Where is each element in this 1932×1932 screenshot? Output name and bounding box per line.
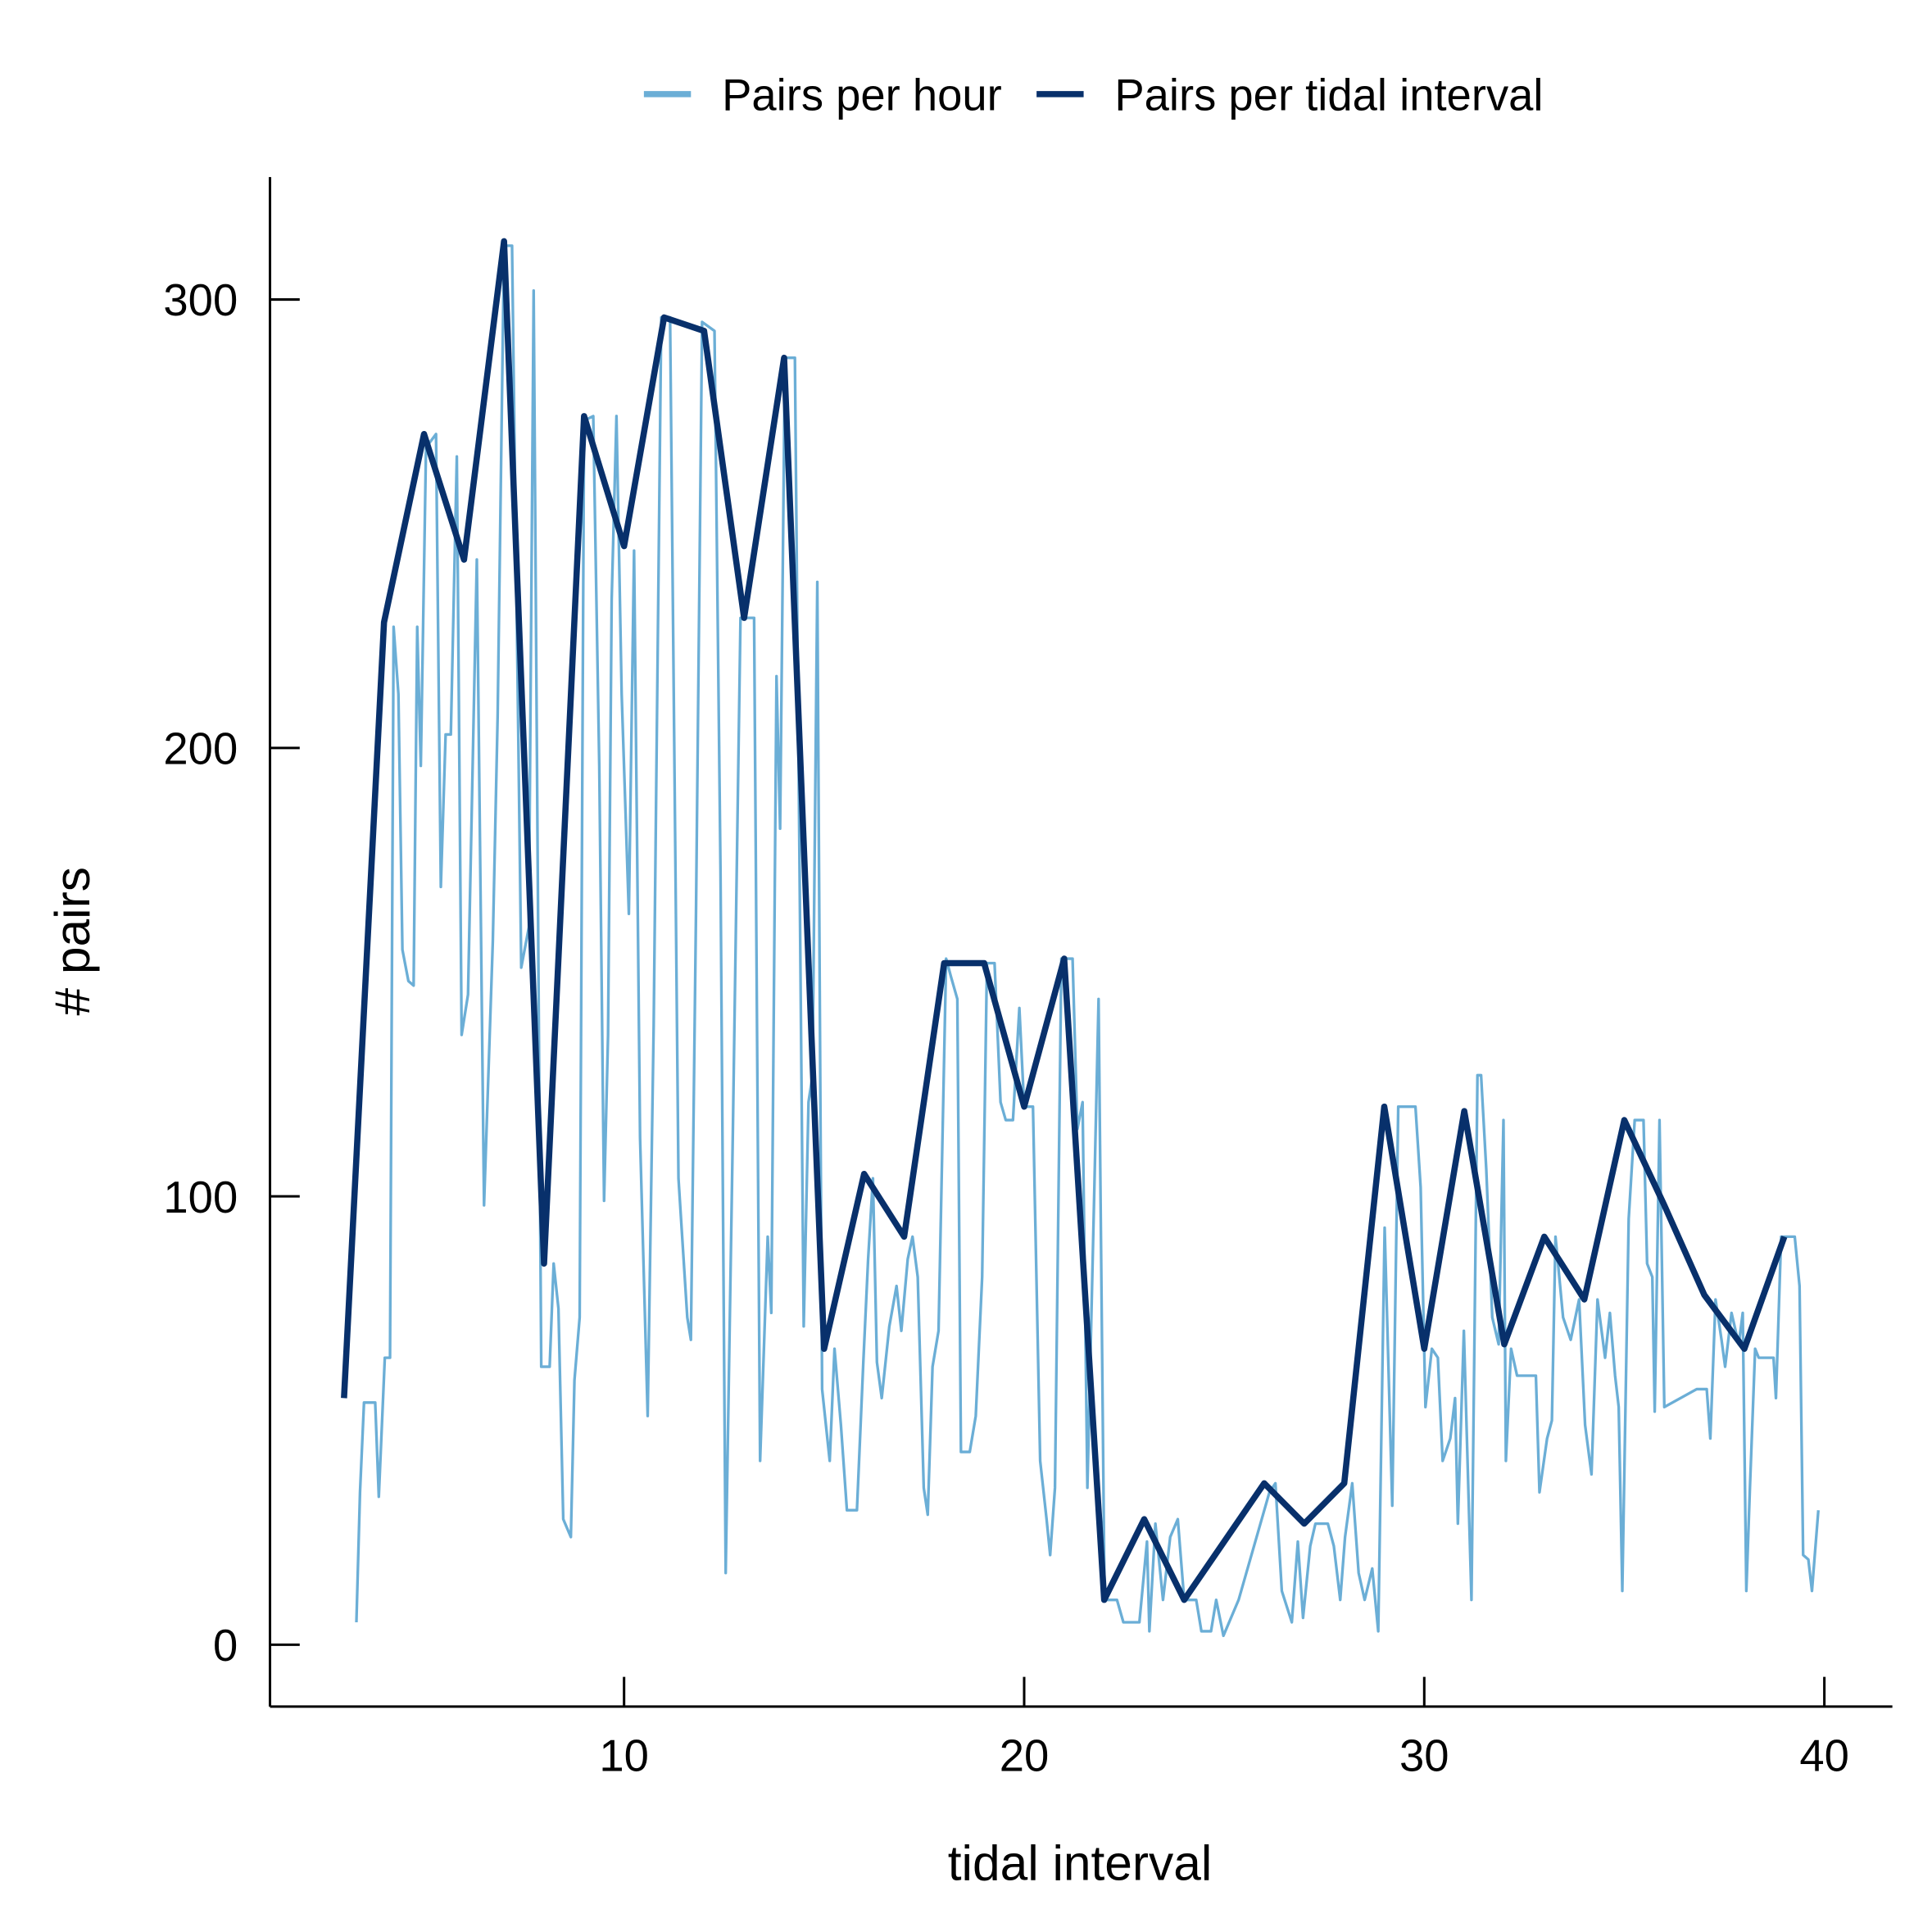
legend-label: Pairs per hour [722, 70, 1002, 120]
x-tick-label: 30 [1399, 1731, 1449, 1781]
series-line [341, 238, 1788, 1603]
legend: Pairs per hour Pairs per tidal interval [643, 70, 1544, 120]
y-tick-label: 0 [213, 1621, 238, 1671]
y-tick-label: 300 [163, 275, 238, 325]
legend-item: Pairs per hour [643, 70, 1002, 120]
y-tick-label: 100 [163, 1172, 238, 1222]
x-tick-label: 10 [599, 1731, 649, 1781]
x-tick-label: 20 [1000, 1731, 1050, 1781]
legend-label: Pairs per tidal interval [1114, 70, 1543, 120]
series-line [355, 244, 1820, 1638]
y-tick-label: 200 [163, 723, 238, 773]
x-axis-title: tidal interval [948, 1835, 1213, 1891]
legend-item: Pairs per tidal interval [1036, 70, 1544, 120]
y-axis-title: # pairs [44, 867, 100, 1015]
x-tick-label: 40 [1799, 1731, 1849, 1781]
